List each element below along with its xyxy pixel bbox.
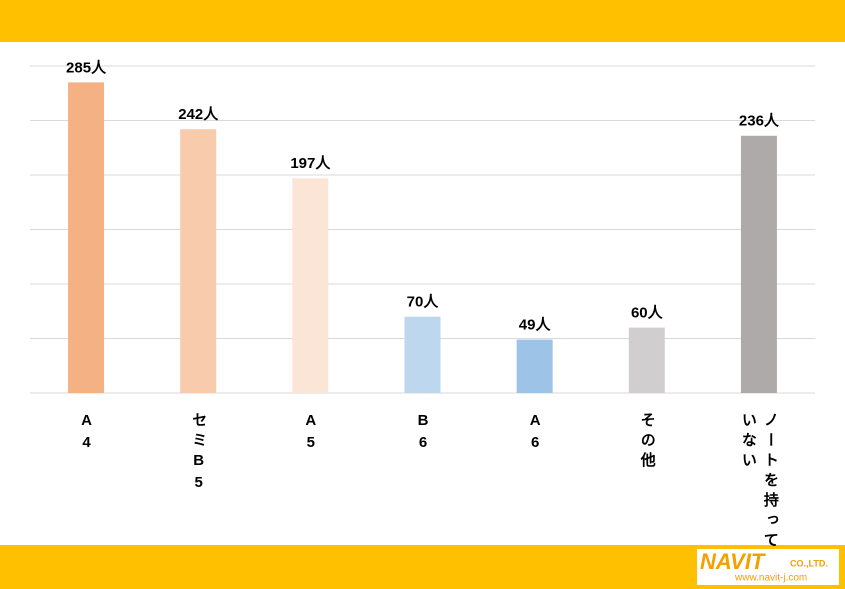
x-tick-label: ノートを持っていない — [739, 412, 779, 552]
bar — [628, 327, 665, 393]
logo-box — [697, 549, 839, 585]
header-bar — [0, 0, 845, 42]
bar — [404, 316, 441, 393]
x-tick-label: A5 — [302, 412, 320, 456]
data-label: 197人 — [290, 155, 331, 172]
bar — [180, 129, 217, 393]
data-label: 60人 — [631, 305, 664, 322]
x-tick-label: A6 — [526, 412, 544, 456]
logo-url: www.navit-j.com — [734, 573, 807, 584]
bar — [292, 178, 329, 393]
x-tick-label: B6 — [414, 412, 432, 456]
bar — [516, 339, 553, 393]
x-tick-label: その他 — [638, 412, 656, 472]
data-label: 285人 — [66, 59, 107, 76]
bar — [740, 135, 777, 393]
logo-name: NAVIT — [700, 549, 766, 574]
bar — [68, 82, 105, 393]
data-label: 242人 — [178, 106, 219, 123]
logo-company: CO.,LTD. — [790, 558, 828, 568]
x-tick-label: A4 — [78, 412, 96, 456]
data-label: 236人 — [739, 113, 780, 130]
x-tick-label: セミB5 — [190, 412, 208, 496]
data-label: 49人 — [519, 317, 552, 334]
data-label: 70人 — [407, 294, 440, 311]
